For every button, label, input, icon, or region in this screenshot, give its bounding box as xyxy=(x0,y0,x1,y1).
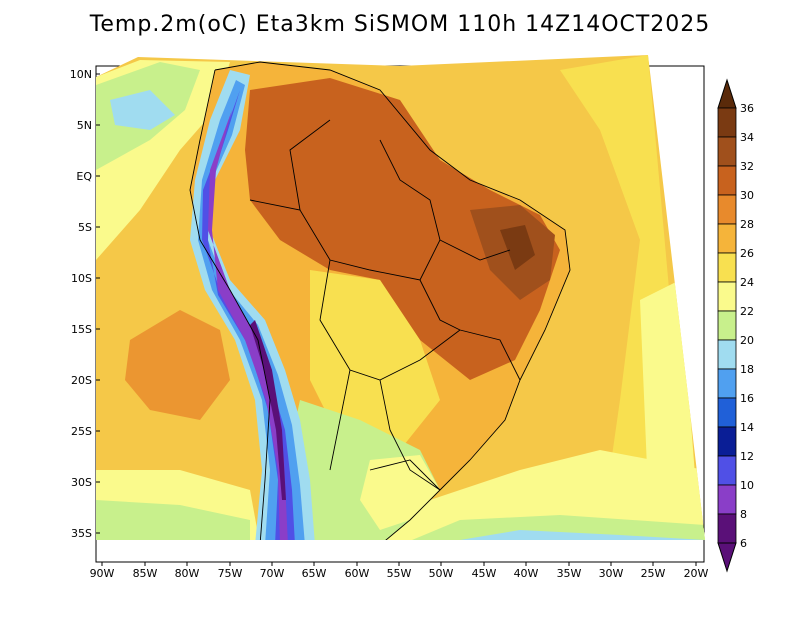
colorbar-swatch xyxy=(717,513,737,544)
map-title: Temp.2m(oC) Eta3km SiSMOM 110h 14Z14OCT2… xyxy=(89,12,711,37)
colorbar-label: 34 xyxy=(740,131,754,144)
colorbar-swatch xyxy=(717,194,737,225)
lon-label: 45W xyxy=(472,567,497,580)
lat-label: 25S xyxy=(71,425,92,438)
lat-label: 5N xyxy=(77,119,92,132)
colorbar-label: 32 xyxy=(740,160,754,173)
colorbar-swatch xyxy=(717,426,737,457)
colorbar-swatch xyxy=(717,252,737,283)
continent-center-cool xyxy=(310,270,440,450)
colorbar-swatch xyxy=(717,484,737,515)
colorbar-swatch xyxy=(717,455,737,486)
lon-label: 25W xyxy=(641,567,666,580)
lon-label: 30W xyxy=(599,567,624,580)
ocean-pacific-south-cold xyxy=(96,500,250,540)
lon-axis: 90W 85W 80W 75W 70W 65W 60W 55W 50W 45W … xyxy=(90,567,709,580)
lon-label: 55W xyxy=(387,567,412,580)
lon-label: 90W xyxy=(90,567,115,580)
lat-label: 35S xyxy=(71,527,92,540)
colorbar-label: 20 xyxy=(740,334,754,347)
colorbar-label: 22 xyxy=(740,305,754,318)
lat-label: 20S xyxy=(71,374,92,387)
country-borders xyxy=(189,61,571,540)
lat-label: EQ xyxy=(76,170,92,183)
lat-label: 10S xyxy=(71,272,92,285)
continent-south-cooler xyxy=(360,455,440,530)
colorbar-swatch xyxy=(717,281,737,312)
colorbar-label: 36 xyxy=(740,102,754,115)
lon-label: 35W xyxy=(557,567,582,580)
lon-label: 70W xyxy=(260,567,285,580)
ocean-cool-bay xyxy=(110,90,175,130)
colorbar-label: 24 xyxy=(740,276,754,289)
colorbar-label: 28 xyxy=(740,218,754,231)
colorbar-label: 14 xyxy=(740,421,754,434)
lon-label: 85W xyxy=(133,567,158,580)
lon-label: 75W xyxy=(218,567,243,580)
ocean-south-colder xyxy=(430,530,705,540)
colorbar-swatch xyxy=(717,223,737,254)
lon-ticks xyxy=(101,562,697,566)
colorbar-swatch xyxy=(717,136,737,167)
lat-label: 10N xyxy=(70,68,92,81)
ocean-pacific-warm xyxy=(125,310,230,420)
colorbar: 36 34 32 30 28 26 24 22 20 18 16 14 12 10 8 6 xyxy=(717,78,754,573)
map-field xyxy=(96,55,705,540)
colorbar-swatch xyxy=(717,165,737,196)
lat-label: 5S xyxy=(78,221,92,234)
lon-label: 20W xyxy=(684,567,709,580)
colorbar-label: 10 xyxy=(740,479,754,492)
colorbar-label: 6 xyxy=(740,537,747,550)
lat-label: 30S xyxy=(71,476,92,489)
colorbar-label: 26 xyxy=(740,247,754,260)
colorbar-label: 18 xyxy=(740,363,754,376)
colorbar-swatch xyxy=(717,397,737,428)
colorbar-swatch xyxy=(717,339,737,370)
colorbar-arrow-top xyxy=(717,78,737,109)
andes-ridge-peak xyxy=(250,320,286,500)
lon-label: 50W xyxy=(429,567,454,580)
continent-hot-core xyxy=(245,78,560,380)
lon-label: 80W xyxy=(175,567,200,580)
continent-hottest-spot xyxy=(500,225,535,270)
lon-label: 60W xyxy=(345,567,370,580)
andes-ridge-core xyxy=(208,110,288,540)
colorbar-swatch xyxy=(717,107,737,138)
lon-label: 65W xyxy=(302,567,327,580)
colorbar-label: 16 xyxy=(740,392,754,405)
colorbar-arrow-bottom xyxy=(717,542,737,573)
lat-label: 15S xyxy=(71,323,92,336)
lat-ticks xyxy=(96,73,100,534)
colorbar-label: 8 xyxy=(740,508,747,521)
colorbar-swatch xyxy=(717,310,737,341)
lon-label: 40W xyxy=(514,567,539,580)
colorbar-label: 12 xyxy=(740,450,754,463)
colorbar-swatch xyxy=(717,368,737,399)
lat-axis: 10N 5N EQ 5S 10S 15S 20S 25S 30S 35S xyxy=(70,68,93,540)
colorbar-label: 30 xyxy=(740,189,754,202)
